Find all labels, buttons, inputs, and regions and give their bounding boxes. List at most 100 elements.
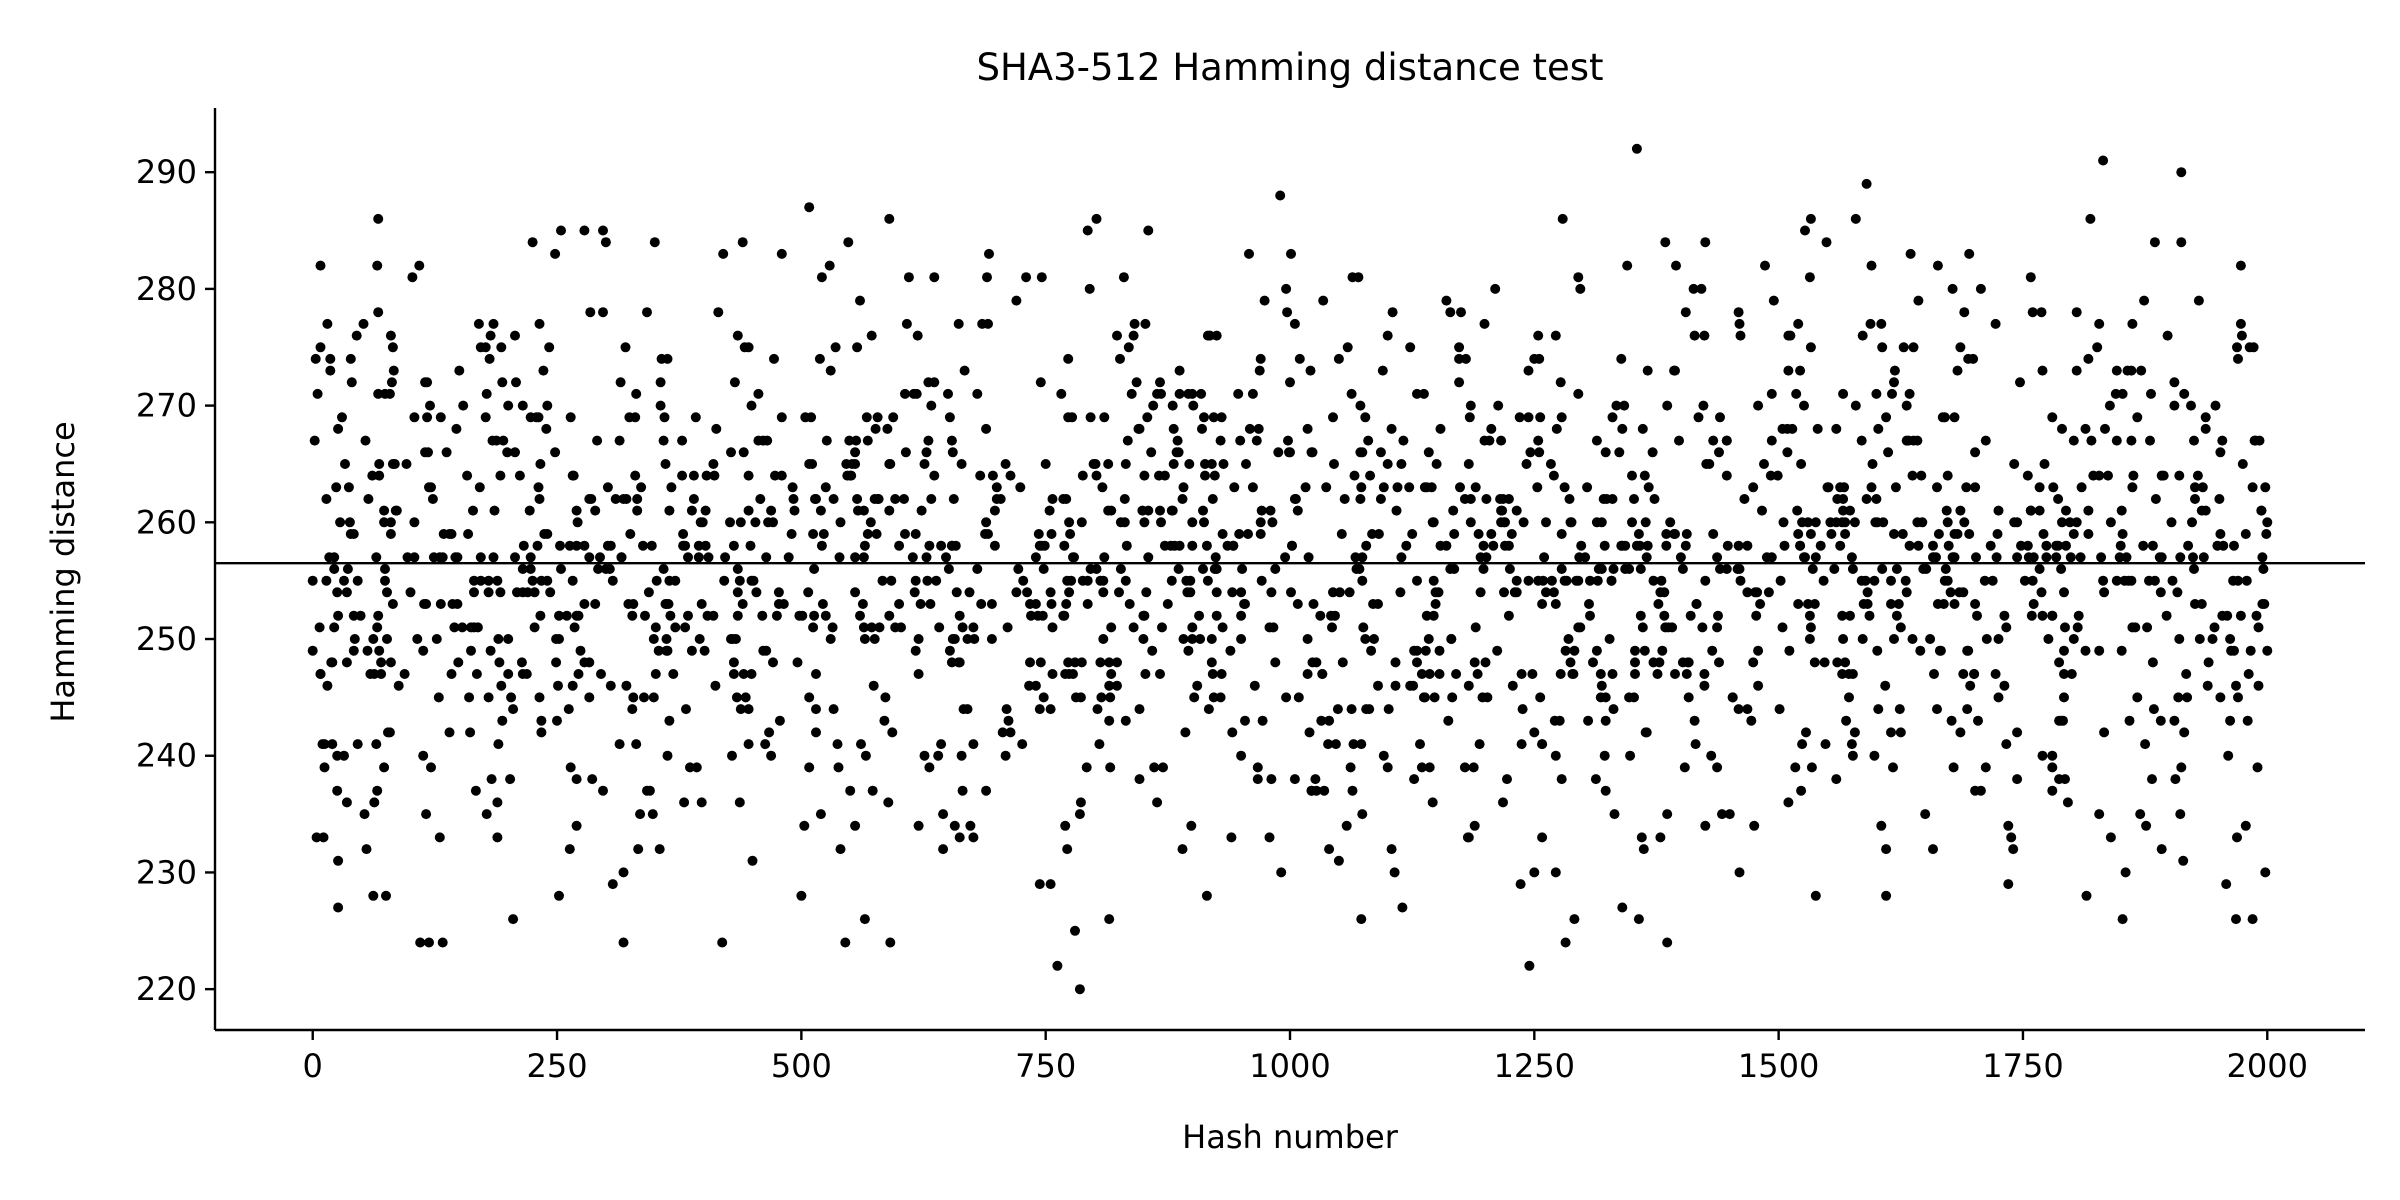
data-point: [2064, 517, 2075, 528]
data-point: [1721, 470, 1732, 481]
data-point: [947, 447, 958, 458]
data-point: [732, 587, 743, 598]
data-point: [1423, 634, 1434, 644]
data-point: [1550, 330, 1561, 341]
data-point: [858, 552, 869, 563]
data-point: [1282, 307, 1293, 318]
data-point: [1559, 482, 1570, 493]
data-point: [650, 622, 661, 633]
data-point: [2034, 505, 2045, 516]
data-point: [399, 669, 410, 679]
data-point: [1680, 307, 1691, 318]
data-point: [745, 540, 756, 551]
data-point: [1499, 587, 1509, 598]
data-point: [1363, 435, 1374, 446]
data-point: [1357, 809, 1368, 820]
data-point: [1838, 388, 1849, 399]
data-point: [2086, 435, 2097, 446]
data-point: [485, 645, 496, 656]
data-point: [1949, 599, 1960, 609]
data-point: [1480, 657, 1491, 668]
data-point: [1791, 388, 1802, 399]
data-point: [751, 587, 762, 598]
data-point: [869, 634, 880, 644]
data-point: [820, 482, 831, 493]
data-point: [627, 610, 638, 621]
data-point: [1361, 540, 1372, 551]
data-point: [1294, 353, 1305, 364]
data-point: [433, 692, 444, 703]
data-point: [2188, 552, 2198, 563]
data-point: [980, 529, 991, 539]
data-point: [1529, 867, 1540, 878]
data-point: [828, 494, 839, 504]
data-point: [1045, 587, 1056, 598]
data-point: [1005, 470, 1016, 481]
data-point: [640, 610, 650, 621]
x-tick-label: 1000: [1249, 1047, 1330, 1085]
data-point: [344, 517, 355, 528]
data-point: [1955, 727, 1966, 738]
data-point: [2003, 879, 2014, 890]
data-point: [1178, 482, 1189, 493]
data-point: [1333, 855, 1344, 866]
data-point: [1970, 482, 1981, 493]
data-point: [1529, 353, 1540, 364]
data-point: [1120, 459, 1131, 469]
data-point: [624, 412, 635, 423]
data-point: [1517, 704, 1528, 715]
data-point: [1624, 564, 1635, 574]
data-point: [857, 599, 868, 609]
data-point: [694, 634, 705, 644]
data-point: [737, 237, 748, 248]
data-point: [1046, 599, 1057, 609]
data-point: [598, 225, 608, 236]
data-point: [1287, 540, 1297, 551]
data-point: [1481, 494, 1492, 504]
data-point: [1793, 318, 1804, 329]
data-point: [371, 739, 382, 750]
data-point: [630, 470, 641, 481]
data-point: [2012, 517, 2023, 528]
data-point: [887, 727, 898, 738]
data-point: [2223, 750, 2234, 761]
data-point: [809, 610, 820, 621]
data-point: [834, 552, 845, 563]
data-point: [1608, 564, 1619, 574]
data-point: [602, 540, 613, 551]
data-point: [1959, 307, 1970, 318]
data-point: [339, 575, 349, 586]
data-point: [1564, 494, 1575, 504]
data-point: [563, 704, 574, 715]
data-point: [579, 540, 590, 551]
data-point: [1739, 494, 1750, 504]
data-point: [803, 587, 814, 598]
data-point: [522, 587, 533, 598]
data-point: [487, 435, 498, 446]
data-point: [879, 715, 890, 726]
data-point: [913, 634, 924, 644]
data-point: [1784, 645, 1795, 656]
data-point: [982, 272, 992, 283]
data-point: [409, 412, 420, 423]
data-point: [341, 587, 352, 598]
data-point: [717, 937, 728, 948]
data-point: [1289, 318, 1300, 329]
data-point: [740, 692, 751, 703]
data-point: [2057, 423, 2067, 434]
data-point: [926, 494, 937, 504]
data-point: [1247, 482, 1258, 493]
data-point: [2132, 692, 2143, 703]
data-point: [1928, 844, 1938, 855]
data-point: [900, 388, 910, 399]
data-point: [2061, 505, 2071, 516]
data-point: [536, 715, 547, 726]
data-point: [858, 622, 869, 633]
data-point: [648, 692, 659, 703]
data-point: [739, 342, 750, 353]
data-point: [2083, 353, 2094, 364]
data-point: [518, 540, 529, 551]
data-point: [1112, 680, 1122, 691]
data-point: [367, 470, 378, 481]
data-point: [1479, 435, 1490, 446]
